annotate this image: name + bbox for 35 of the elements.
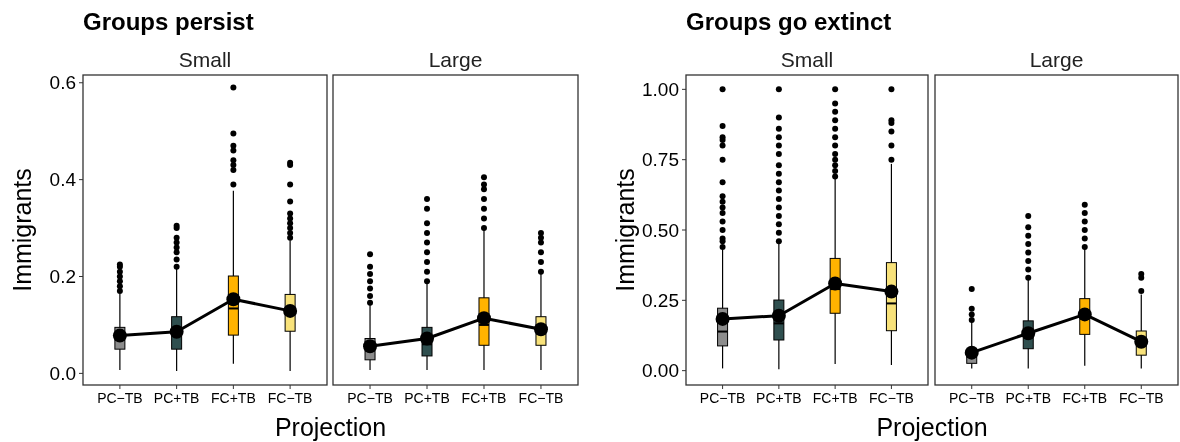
x-axis-title: Projection <box>274 413 387 441</box>
y-tick-label: 1.00 <box>642 79 679 100</box>
y-tick-label: 0.2 <box>49 266 76 288</box>
x-tick-label: FC−TB <box>518 390 564 406</box>
x-tick-label: PC−TB <box>347 390 393 406</box>
x-tick-label: PC+TB <box>756 390 802 406</box>
x-axis-title: Projection <box>876 413 988 441</box>
chart-title: Groups go extinct <box>686 8 892 35</box>
y-tick-label: 0.6 <box>49 72 76 94</box>
y-tick-label: 0.00 <box>642 360 679 382</box>
chart-title: Groups persist <box>83 8 254 35</box>
x-tick-label: FC+TB <box>1062 390 1108 406</box>
x-tick-label: PC+TB <box>153 390 200 406</box>
x-tick-label: FC−TB <box>1118 390 1164 406</box>
x-tick-label: FC+TB <box>461 390 507 406</box>
x-tick-label: FC+TB <box>211 390 256 406</box>
x-tick-label: FC−TB <box>869 390 914 406</box>
y-tick-label: 0.0 <box>49 363 76 385</box>
y-tick-label: 0.75 <box>642 149 679 171</box>
x-tick-label: PC+TB <box>1005 390 1051 406</box>
y-tick-label: 0.4 <box>49 169 77 191</box>
chart-subtitle: Small <box>178 48 232 71</box>
y-tick-label: 0.25 <box>642 289 679 311</box>
chart-subtitle: Large <box>1029 48 1084 71</box>
y-axis-title: Immigrants <box>611 168 639 292</box>
x-tick-label: FC+TB <box>812 390 858 406</box>
chart-subtitle: Large <box>428 48 483 71</box>
x-tick-label: PC−TB <box>97 390 143 406</box>
y-axis-title: Immigrants <box>8 168 36 292</box>
x-tick-label: FC−TB <box>267 390 313 406</box>
y-tick-label: 0.50 <box>642 219 679 241</box>
x-tick-label: PC−TB <box>699 390 746 406</box>
x-tick-label: PC+TB <box>404 390 450 406</box>
chart-subtitle: Small <box>780 48 834 71</box>
x-tick-label: PC−TB <box>948 390 995 406</box>
